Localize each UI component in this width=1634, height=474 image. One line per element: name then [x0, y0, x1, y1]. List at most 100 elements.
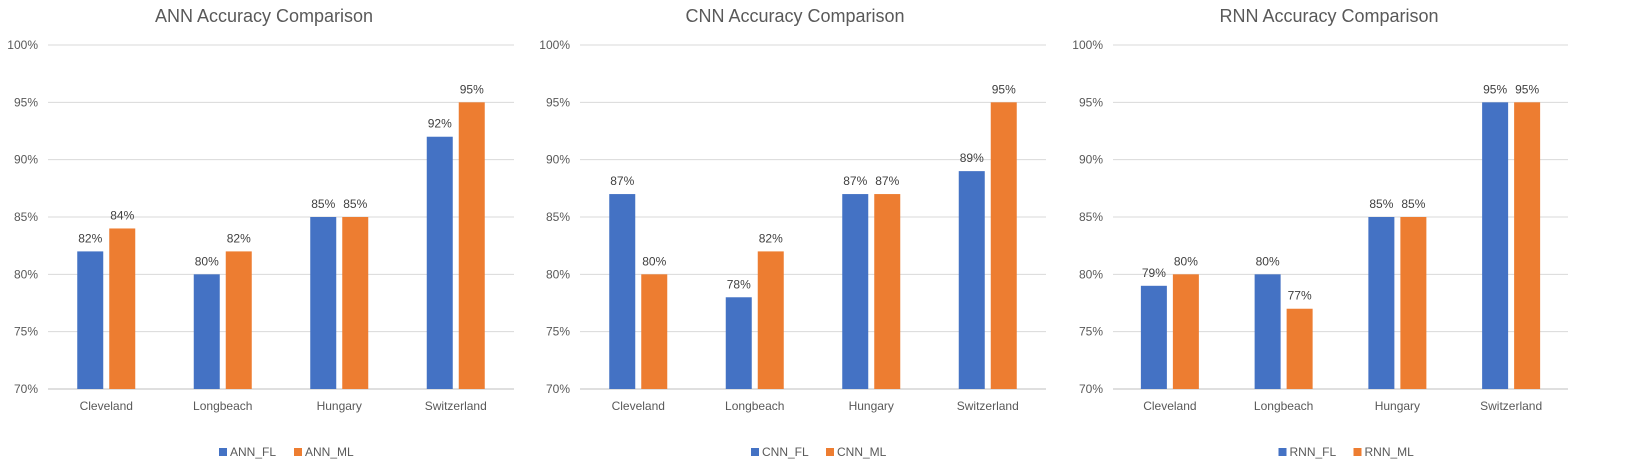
bar-ann-fl — [193, 274, 220, 389]
bar-ann-ml — [342, 217, 369, 389]
y-tick-label: 85% — [14, 210, 38, 224]
y-tick-label: 90% — [546, 153, 570, 167]
legend-swatch — [826, 448, 834, 456]
x-category-label: Hungary — [1375, 399, 1420, 413]
bar-rnn-fl — [1254, 274, 1281, 389]
legend-swatch — [219, 448, 227, 456]
bar-rnn-fl — [1140, 285, 1167, 389]
data-label: 92% — [428, 117, 452, 131]
y-tick-label: 90% — [14, 153, 38, 167]
chart-title: ANN Accuracy Comparison — [155, 6, 373, 26]
data-label: 85% — [1401, 197, 1425, 211]
data-label: 87% — [843, 174, 867, 188]
y-tick-label: 80% — [14, 267, 38, 281]
chart-panel-3: RNN Accuracy Comparison 70% 75% 80% 85% 90% 95… — [1072, 6, 1568, 459]
y-tick-label: 80% — [1079, 267, 1103, 281]
y-tick-label: 80% — [546, 267, 570, 281]
legend-label: ANN_ML — [305, 445, 354, 459]
y-tick-label: 85% — [1079, 210, 1103, 224]
chart-panel-1: ANN Accuracy Comparison 70% 75% 80% 85% 90% 95… — [7, 6, 514, 459]
x-category-label: Longbeach — [725, 399, 784, 413]
data-label: 95% — [1483, 82, 1507, 96]
data-label: 82% — [227, 231, 251, 245]
bar-rnn-fl — [1368, 217, 1395, 389]
data-label: 87% — [610, 174, 634, 188]
bar-ann-ml — [109, 228, 136, 389]
y-tick-label: 95% — [14, 95, 38, 109]
bar-ann-fl — [77, 251, 104, 389]
y-tick-label: 100% — [7, 38, 38, 52]
bar-cnn-fl — [842, 194, 869, 389]
bar-ann-fl — [426, 136, 453, 389]
y-tick-label: 100% — [1072, 38, 1103, 52]
data-label: 85% — [311, 197, 335, 211]
y-tick-label: 100% — [539, 38, 570, 52]
x-category-label: Longbeach — [1254, 399, 1313, 413]
chart-title: CNN Accuracy Comparison — [685, 6, 904, 26]
legend-label: ANN_FL — [230, 445, 276, 459]
legend-label: CNN_FL — [762, 445, 809, 459]
x-category-label: Switzerland — [1480, 399, 1542, 413]
bar-cnn-ml — [757, 251, 784, 389]
x-category-label: Switzerland — [425, 399, 487, 413]
x-category-label: Cleveland — [80, 399, 133, 413]
y-tick-label: 75% — [546, 325, 570, 339]
legend-swatch — [751, 448, 759, 456]
data-label: 79% — [1142, 266, 1166, 280]
y-tick-label: 90% — [1079, 153, 1103, 167]
y-tick-label: 70% — [14, 382, 38, 396]
x-category-label: Cleveland — [1143, 399, 1196, 413]
legend-swatch — [294, 448, 302, 456]
legend-swatch — [1278, 448, 1287, 456]
data-label: 87% — [875, 174, 899, 188]
data-label: 82% — [759, 231, 783, 245]
bar-ann-ml — [458, 102, 485, 389]
data-label: 80% — [642, 254, 666, 268]
bar-cnn-ml — [874, 194, 901, 389]
y-tick-label: 70% — [546, 382, 570, 396]
y-tick-label: 95% — [546, 95, 570, 109]
y-tick-label: 85% — [546, 210, 570, 224]
y-tick-label: 75% — [14, 325, 38, 339]
bar-cnn-fl — [725, 297, 752, 389]
data-label: 77% — [1288, 289, 1312, 303]
legend-swatch — [1353, 448, 1362, 456]
data-label: 95% — [460, 82, 484, 96]
chart-title: RNN Accuracy Comparison — [1219, 6, 1438, 26]
data-label: 95% — [1515, 82, 1539, 96]
bar-cnn-ml — [990, 102, 1017, 389]
x-category-label: Hungary — [849, 399, 894, 413]
bar-cnn-fl — [958, 171, 985, 389]
bar-cnn-fl — [609, 194, 636, 389]
data-label: 82% — [78, 231, 102, 245]
data-label: 85% — [1369, 197, 1393, 211]
data-label: 89% — [960, 151, 984, 165]
bar-rnn-fl — [1482, 102, 1509, 389]
bar-ann-ml — [225, 251, 252, 389]
bar-rnn-ml — [1514, 102, 1541, 389]
data-label: 84% — [110, 208, 134, 222]
data-label: 78% — [727, 277, 751, 291]
bar-cnn-ml — [641, 274, 668, 389]
x-category-label: Hungary — [317, 399, 362, 413]
data-label: 95% — [992, 82, 1016, 96]
bar-ann-fl — [310, 217, 337, 389]
y-tick-label: 70% — [1079, 382, 1103, 396]
x-category-label: Cleveland — [612, 399, 665, 413]
data-label: 85% — [343, 197, 367, 211]
x-category-label: Switzerland — [957, 399, 1019, 413]
bar-rnn-ml — [1400, 217, 1427, 389]
data-label: 80% — [1256, 254, 1280, 268]
data-label: 80% — [1174, 254, 1198, 268]
bar-rnn-ml — [1286, 308, 1313, 389]
x-category-label: Longbeach — [193, 399, 252, 413]
data-label: 80% — [195, 254, 219, 268]
y-tick-label: 95% — [1079, 95, 1103, 109]
legend-label: RNN_FL — [1290, 445, 1337, 459]
bar-rnn-ml — [1172, 274, 1199, 389]
chart-panel-2: CNN Accuracy Comparison 70% 75% 80% 85% 90% 95… — [539, 6, 1046, 459]
legend-label: RNN_ML — [1365, 445, 1415, 459]
y-tick-label: 75% — [1079, 325, 1103, 339]
legend-label: CNN_ML — [837, 445, 887, 459]
